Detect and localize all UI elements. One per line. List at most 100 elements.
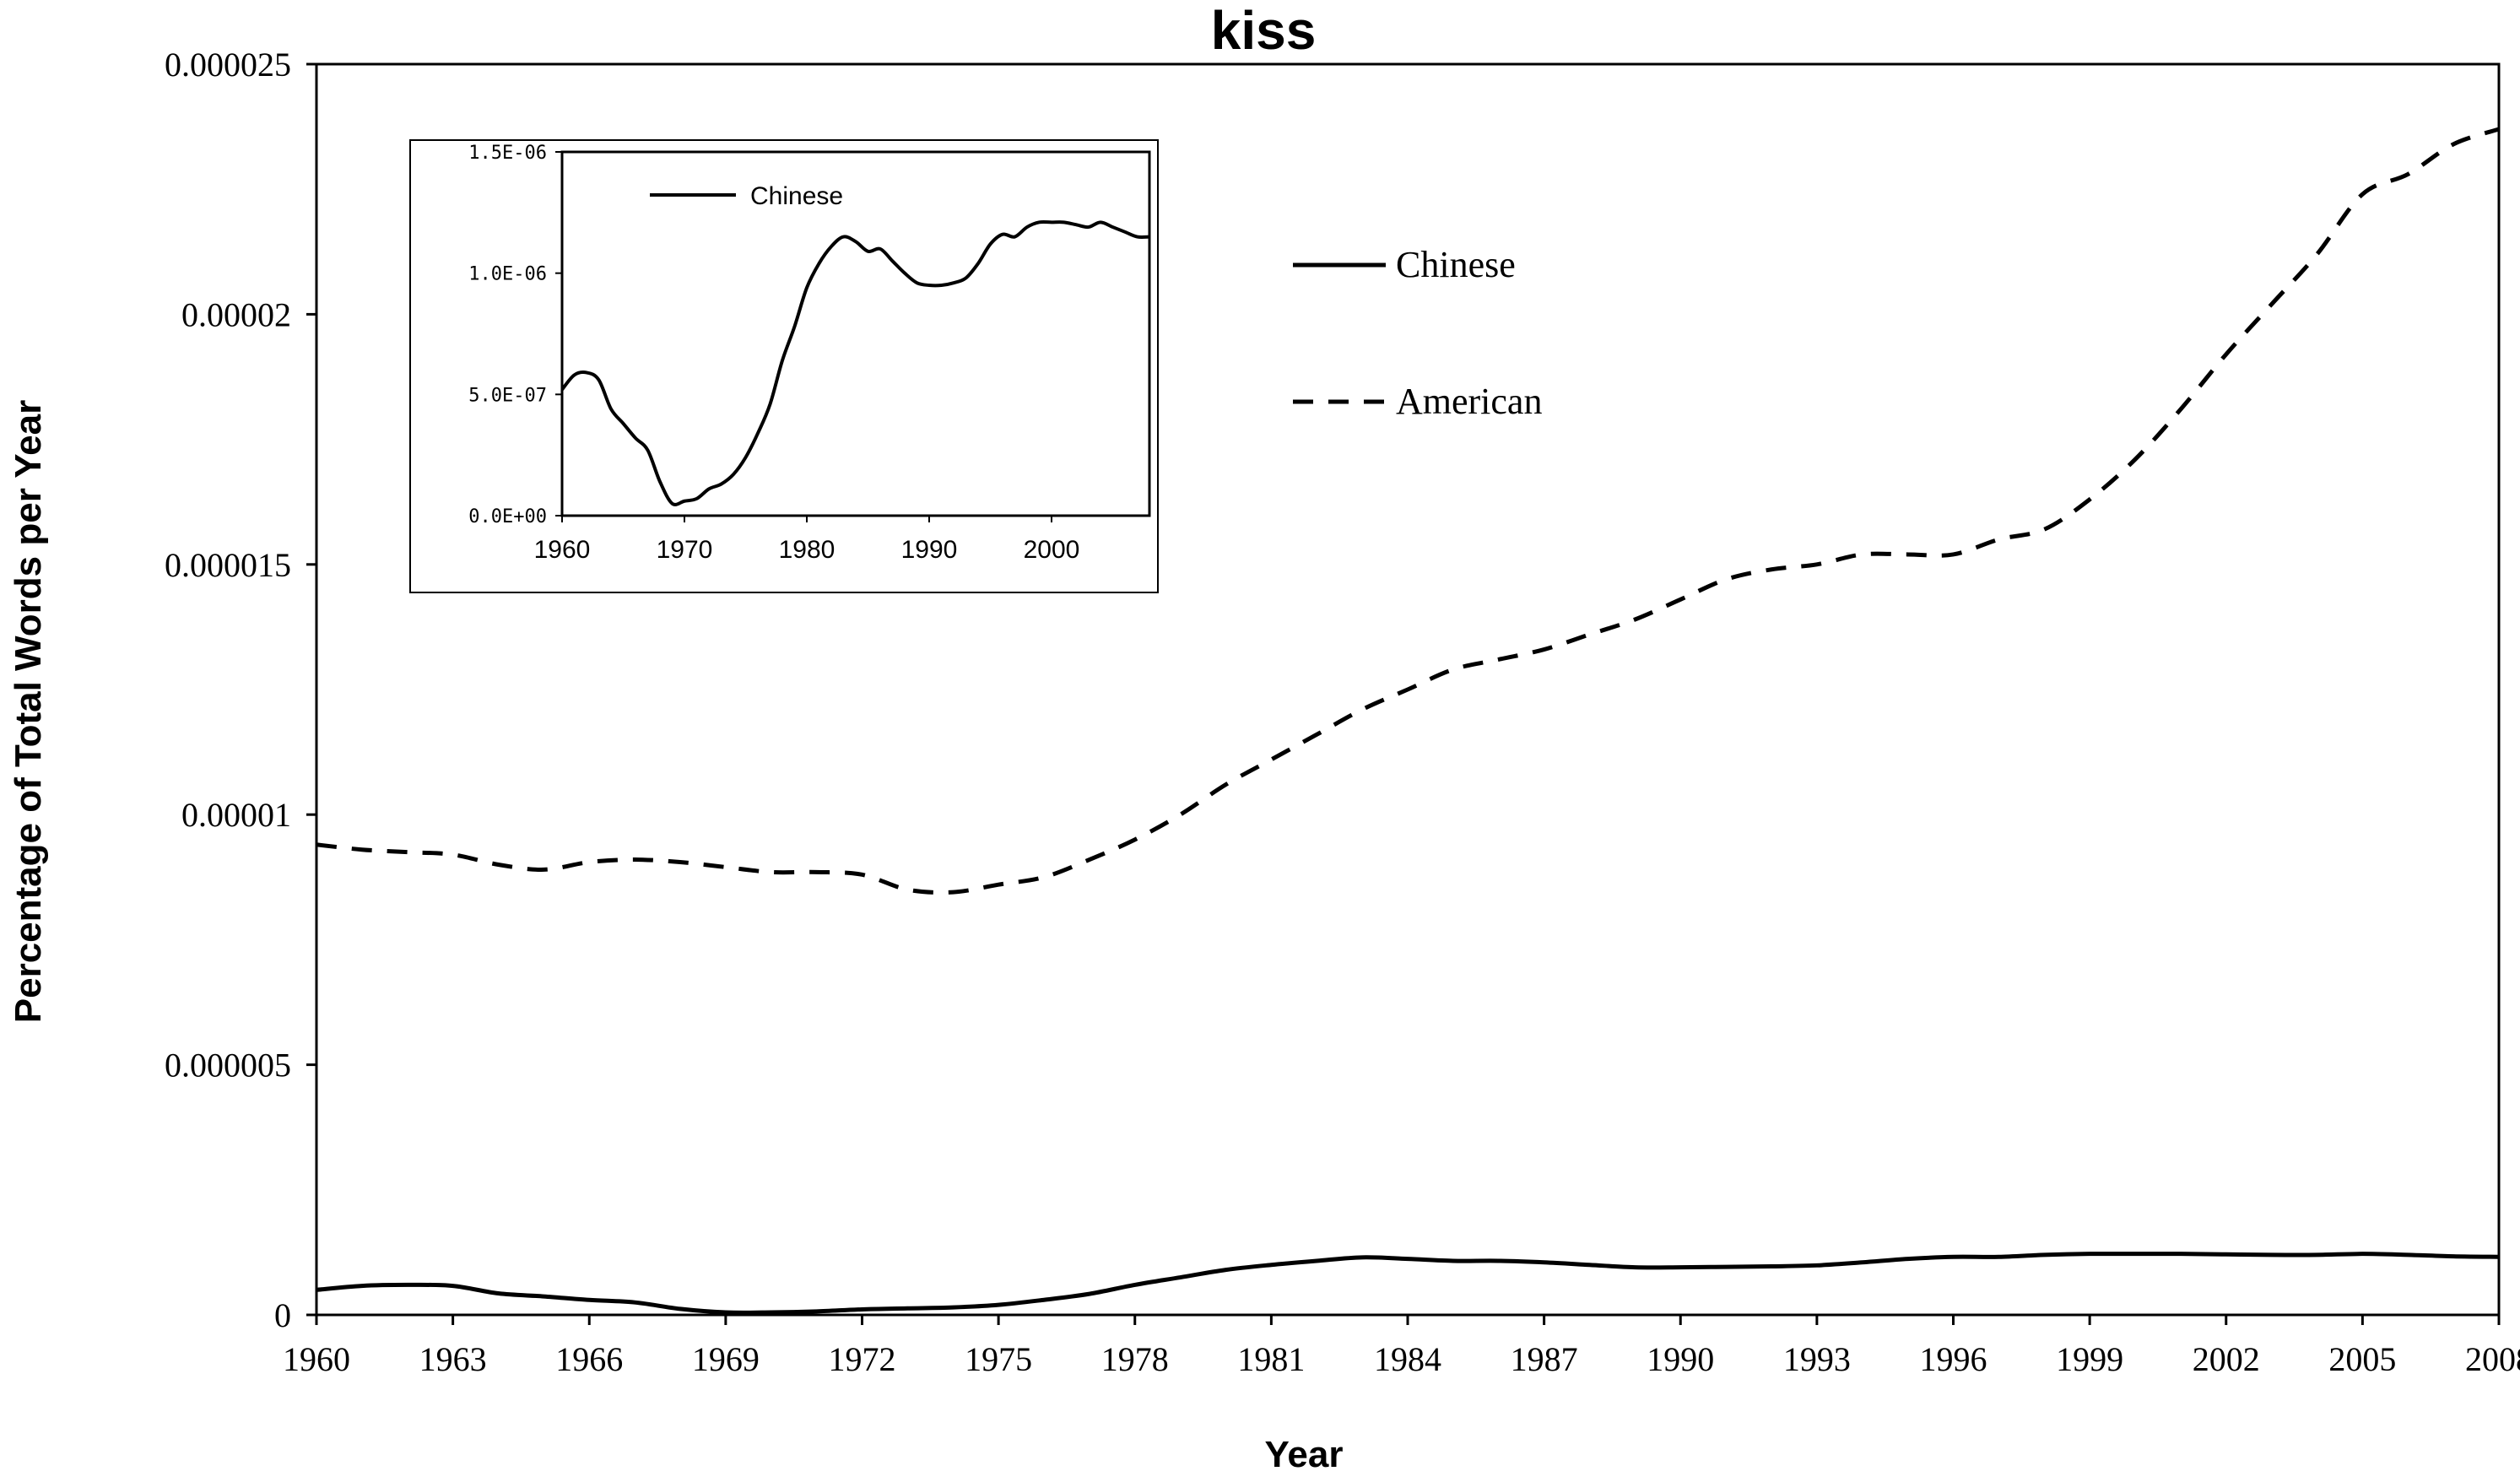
y-tick-label: 0.000025: [165, 46, 291, 84]
series-point-chinese: [1589, 1264, 1590, 1265]
inset-series-point-chinese: [978, 263, 979, 264]
series-point-chinese: [1816, 1265, 1817, 1266]
inset-series-point-chinese: [880, 248, 881, 249]
series-point-chinese: [2408, 1254, 2409, 1255]
series-point-chinese: [1635, 1267, 1636, 1268]
series-point-chinese: [1452, 1260, 1453, 1261]
series-point-chinese: [2044, 1254, 2045, 1255]
inset-series-point-chinese: [696, 498, 697, 499]
series-point-chinese: [1225, 1269, 1226, 1270]
x-tick-label: 1999: [2056, 1340, 2123, 1378]
inset-series-point-chinese: [635, 438, 636, 439]
x-axis: 1960 1963 1966 1969 1972 1975 1978 1981 1984 1987…: [283, 1315, 2520, 1378]
series-point-american: [2134, 459, 2135, 460]
series-point-chinese: [1498, 1260, 1499, 1261]
inset-series-point-chinese: [660, 481, 661, 482]
inset-series-point-chinese: [892, 261, 893, 262]
main-series-group: [316, 127, 2500, 1315]
series-point-american: [953, 891, 954, 892]
series-point-american: [2271, 304, 2272, 305]
series-point-american: [862, 874, 863, 875]
x-axis-title: Year: [1265, 1434, 1344, 1475]
series-point-chinese: [361, 1285, 362, 1286]
series-point-chinese: [1180, 1277, 1181, 1278]
inset-series-point-chinese: [647, 450, 648, 451]
inset-series-point-chinese: [574, 375, 575, 376]
series-point-american: [1271, 759, 1272, 760]
series-point-chinese: [1407, 1258, 1408, 1259]
series-point-american: [361, 849, 362, 850]
series-point-american: [1362, 709, 1363, 710]
series-line-chinese: [316, 1252, 2500, 1315]
inset-y-tick-label: 5.0E-07: [468, 385, 547, 406]
series-point-american: [1407, 689, 1408, 690]
inset-series-point-chinese: [611, 408, 612, 409]
inset-series-point-chinese: [598, 380, 599, 381]
series-point-american: [2408, 174, 2409, 175]
inset-series-point-chinese: [929, 285, 930, 286]
inset-series-point-chinese: [672, 503, 673, 504]
inset-series-point-chinese: [1014, 236, 1015, 237]
inset-series-point-chinese: [794, 326, 795, 327]
series-point-american: [589, 862, 590, 863]
inset-series-point-chinese: [623, 423, 624, 424]
inset-y-tick-label: 1.5E-06: [468, 143, 547, 164]
inset-outer-border: [409, 139, 1159, 593]
series-point-american: [725, 867, 726, 868]
series-point-chinese: [907, 1308, 908, 1309]
series-point-chinese: [1862, 1262, 1863, 1263]
x-tick-label: 1981: [1237, 1340, 1305, 1378]
series-point-chinese: [452, 1285, 453, 1286]
series-point-american: [816, 872, 817, 873]
series-point-chinese: [543, 1295, 544, 1296]
series-line-american: [316, 127, 2500, 895]
series-point-chinese: [498, 1293, 499, 1294]
series-point-american: [2044, 529, 2045, 530]
inset-series-point-chinese: [941, 285, 942, 286]
inset-series-point-chinese: [843, 236, 844, 237]
inset-series-point-chinese: [1027, 227, 1028, 228]
inset-series-point-chinese: [965, 278, 966, 279]
inset-series-point-chinese: [1112, 227, 1113, 228]
series-point-chinese: [2271, 1254, 2272, 1255]
y-tick-label: 0.000005: [165, 1047, 291, 1084]
series-point-chinese: [1680, 1267, 1681, 1268]
y-tick-label: 0.00002: [181, 295, 291, 333]
x-tick-label: 1996: [1920, 1340, 1987, 1378]
inset-series-point-chinese: [1039, 222, 1040, 223]
x-tick-label: 1963: [419, 1340, 487, 1378]
series-point-chinese: [1953, 1257, 1954, 1258]
series-point-chinese: [1998, 1257, 1999, 1258]
x-tick-label: 1993: [1783, 1340, 1851, 1378]
x-tick-label: 2002: [2193, 1340, 2260, 1378]
inset-y-tick-label: 1.0E-06: [468, 264, 547, 285]
x-tick-label: 1966: [555, 1340, 623, 1378]
chart-title: kiss: [1211, 0, 1317, 61]
x-tick-label: 1984: [1374, 1340, 1441, 1378]
y-tick-label: 0.00001: [181, 796, 291, 834]
series-point-american: [2362, 194, 2363, 195]
series-point-american: [1180, 814, 1181, 815]
inset-series-point-chinese: [745, 457, 746, 458]
inset-x-tick-label: 1960: [534, 536, 591, 564]
y-tick-label: 0.000015: [165, 546, 291, 584]
inset-y-tick-label: 0.0E+00: [468, 506, 547, 527]
y-axis: 0 0.000005 0.00001 0.000015 0.00002 0.000025: [165, 46, 316, 1334]
inset-series-group: [560, 219, 1150, 506]
series-point-chinese: [862, 1309, 863, 1310]
inset-x-axis: 1960 1970 1980 1990 2000: [534, 516, 1079, 564]
inset-legend-label-chinese: Chinese: [750, 182, 843, 210]
inset-y-axis: 0.0E+00 5.0E-07 1.0E-06 1.5E-06: [468, 143, 562, 527]
inset-series-point-chinese: [733, 474, 734, 475]
series-point-chinese: [1271, 1264, 1272, 1265]
series-point-chinese: [2362, 1253, 2363, 1254]
series-point-chinese: [1726, 1266, 1727, 1267]
series-point-chinese: [953, 1307, 954, 1308]
inset-series-point-chinese: [1063, 222, 1064, 223]
legend-label-chinese: Chinese: [1396, 244, 1516, 285]
series-point-american: [1816, 564, 1817, 565]
series-point-chinese: [1907, 1258, 1908, 1259]
series-point-chinese: [2134, 1253, 2135, 1254]
